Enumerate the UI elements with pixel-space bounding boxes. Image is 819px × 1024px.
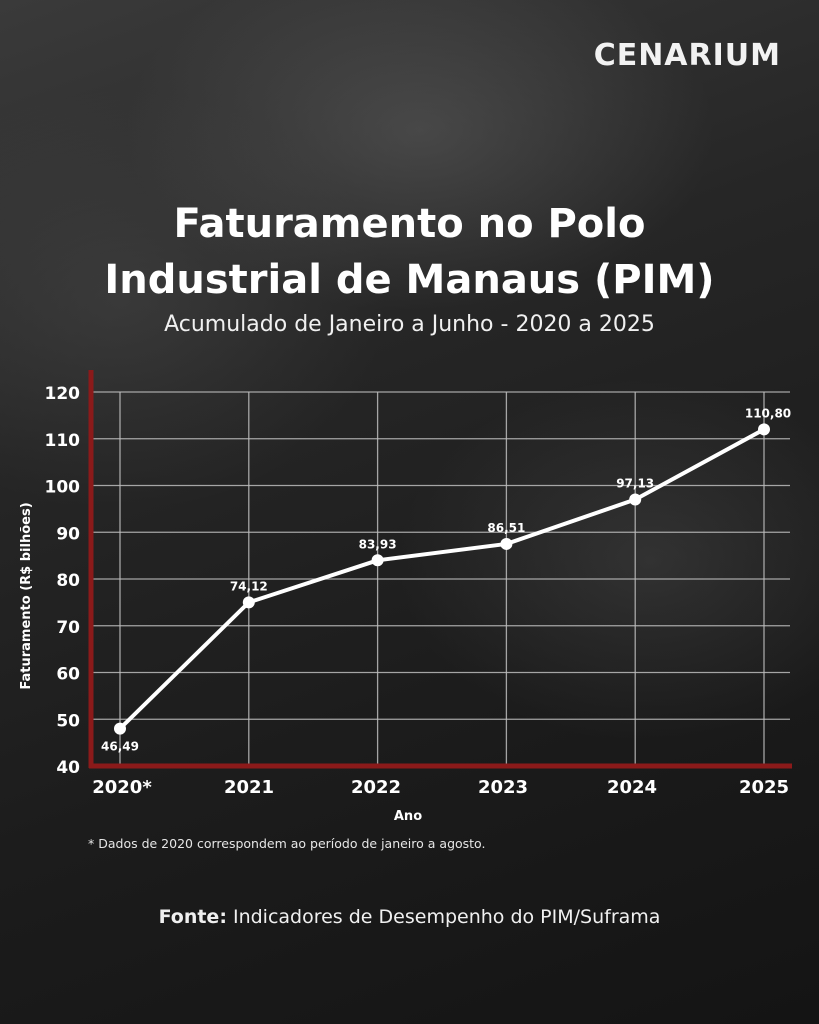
x-tick-label: 2023 — [478, 777, 528, 798]
source-text: Indicadores de Desempenho do PIM/Suframa — [232, 906, 661, 928]
data-point — [242, 596, 255, 609]
y-tick-label: 60 — [56, 665, 80, 685]
chart-title-line1: Faturamento no Polo — [173, 201, 646, 247]
x-tick-label: 2025 — [739, 777, 789, 798]
x-tick-label: 2024 — [607, 777, 657, 798]
y-tick-label: 80 — [56, 571, 80, 591]
y-tick-label: 100 — [45, 478, 81, 498]
chart-title: Faturamento no Polo Industrial de Manaus… — [0, 196, 819, 308]
x-axis-title: Ano — [394, 809, 422, 824]
data-point — [371, 554, 384, 567]
data-point — [500, 537, 513, 550]
data-label: 110,80 — [745, 406, 791, 420]
y-tick-label: 70 — [56, 618, 80, 638]
data-label: 74,12 — [230, 579, 268, 593]
x-tick-label: 2022 — [351, 777, 401, 798]
data-point — [629, 493, 642, 506]
y-tick-label: 110 — [45, 431, 81, 451]
y-tick-label: 120 — [45, 384, 81, 404]
x-tick-label: 2021 — [224, 777, 274, 798]
source-label: Fonte: — [158, 906, 227, 928]
data-label: 97,13 — [616, 477, 654, 491]
data-label: 46,49 — [101, 740, 139, 754]
x-tick-label: 2020* — [92, 777, 152, 798]
source-line: Fonte: Indicadores de Desempenho do PIM/… — [0, 906, 819, 928]
y-axis-title: Faturamento (R$ bilhões) — [19, 502, 34, 689]
cenarium-logo: CENARIUM — [593, 38, 781, 73]
y-tick-label: 40 — [56, 758, 80, 778]
data-point — [758, 423, 770, 436]
y-tick-label: 90 — [56, 524, 80, 544]
chart-title-line2: Industrial de Manaus (PIM) — [104, 257, 715, 303]
series-line — [118, 427, 766, 731]
data-label: 83,93 — [359, 537, 397, 551]
footnote: * Dados de 2020 correspondem ao período … — [88, 836, 486, 851]
chart-subtitle: Acumulado de Janeiro a Junho - 2020 a 20… — [164, 312, 655, 337]
data-label: 86,51 — [487, 521, 525, 535]
y-tick-label: 50 — [56, 711, 80, 731]
data-point — [114, 722, 126, 735]
